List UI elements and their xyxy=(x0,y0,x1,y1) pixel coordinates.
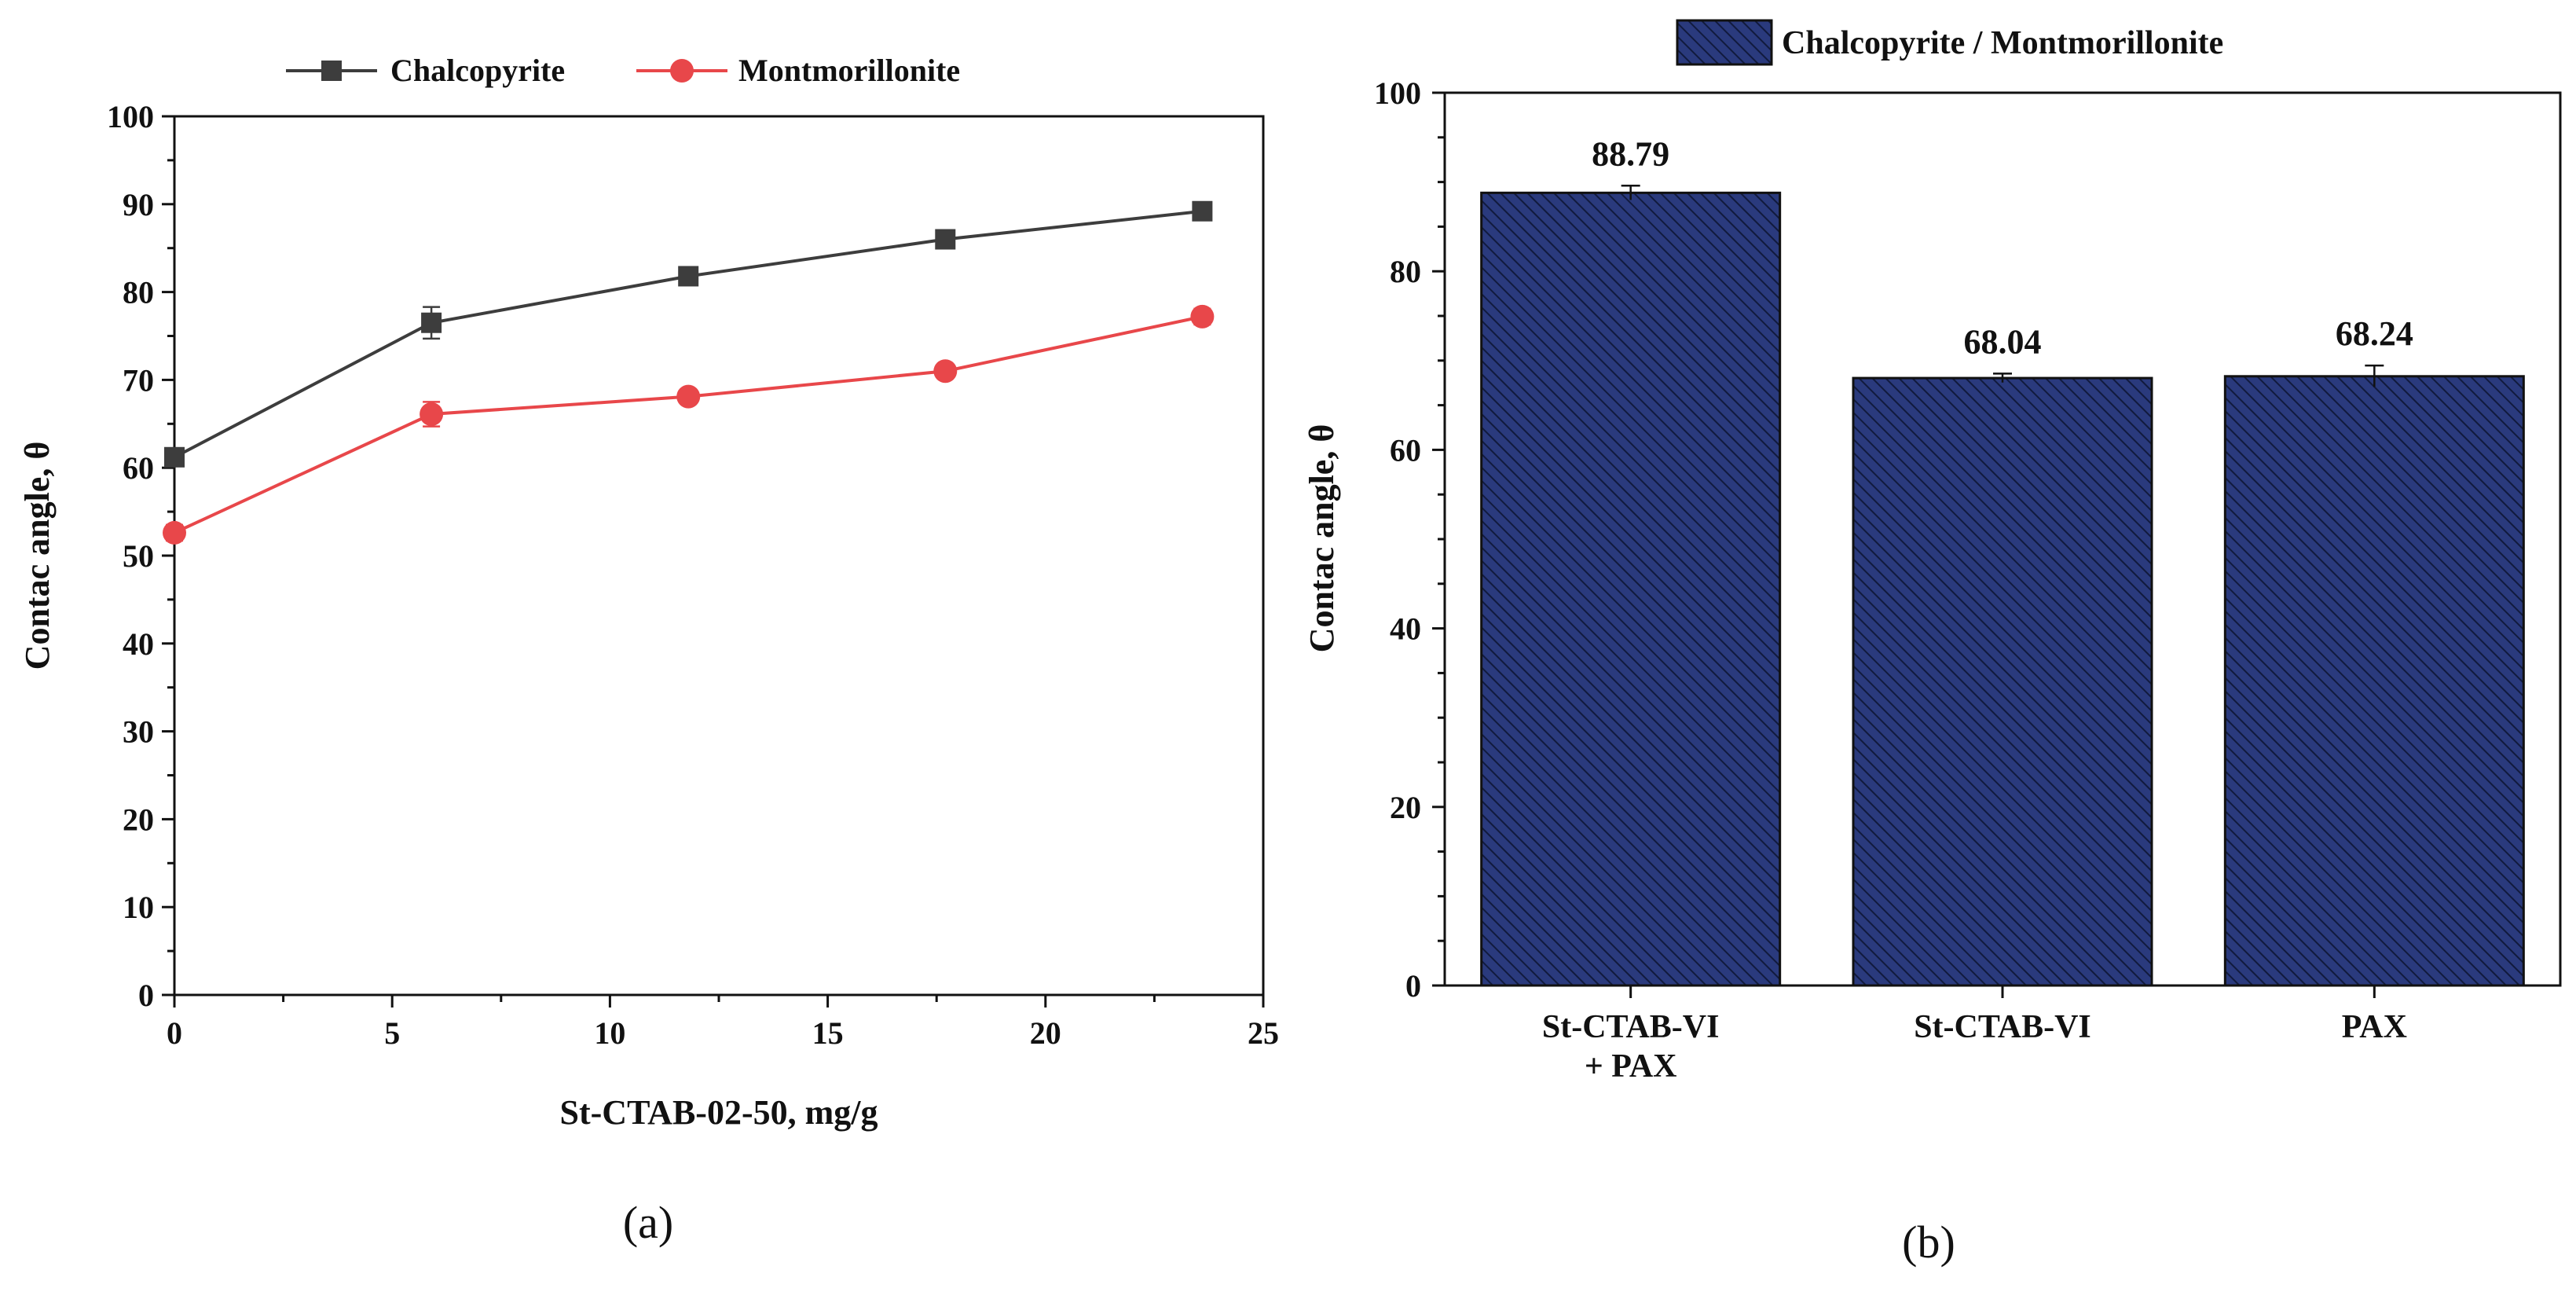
bar xyxy=(1480,191,1782,987)
y-axis: 0 10 20 30 40 50 60 70 80 90 100 xyxy=(107,99,174,1013)
x-axis-label: St-CTAB-02-50, mg/g xyxy=(560,1093,878,1132)
data-point-chalcopyrite xyxy=(421,312,442,333)
data-point-chalcopyrite xyxy=(1192,200,1213,222)
panel-label-a: (a) xyxy=(623,1197,673,1248)
data-point-montmorillonite xyxy=(163,520,186,545)
y-tick-label: 20 xyxy=(1390,790,1421,825)
y-tick-label: 70 xyxy=(123,362,154,398)
y-tick-label: 80 xyxy=(123,275,154,310)
y-tick-label: 100 xyxy=(1374,75,1421,111)
bar-chart-panel: Chalcopyrite / Montmorillonite 0 20 40 60 80… xyxy=(1303,19,2562,1268)
data-point-montmorillonite xyxy=(420,402,444,427)
y-axis-label: Contac angle, θ xyxy=(1303,424,1341,653)
series-line-montmorillonite xyxy=(174,314,1203,534)
x-tick-label: 20 xyxy=(1030,1015,1061,1051)
bar-value-label: 68.24 xyxy=(2336,314,2413,353)
y-tick-label: 50 xyxy=(123,538,154,574)
y-tick-label: 80 xyxy=(1390,254,1421,289)
y-tick-label: 0 xyxy=(138,978,154,1013)
x-tick-label: 5 xyxy=(384,1015,400,1051)
y-tick-label: 40 xyxy=(1390,611,1421,647)
y-tick-label: 100 xyxy=(107,99,154,134)
data-point-chalcopyrite xyxy=(935,229,956,250)
x-tick-label: St-CTAB-VI xyxy=(1542,1009,1720,1045)
y-tick-label: 90 xyxy=(123,187,154,222)
bar-value-label: 88.79 xyxy=(1592,134,1669,173)
legend-marker-chalcopyrite xyxy=(321,61,342,81)
legend: Chalcopyrite Montmorillonite xyxy=(286,53,960,88)
series-line-chalcopyrite xyxy=(174,209,1203,459)
y-axis: 0 20 40 60 80 100 xyxy=(1374,75,1445,1004)
legend-label-bar: Chalcopyrite / Montmorillonite xyxy=(1782,25,2223,61)
data-point-chalcopyrite xyxy=(678,266,699,287)
data-point-montmorillonite xyxy=(933,359,958,384)
x-tick-label: 15 xyxy=(812,1015,844,1051)
plot-frame xyxy=(173,115,1265,997)
legend-label-montmorillonite: Montmorillonite xyxy=(738,53,960,88)
y-tick-label: 60 xyxy=(1390,432,1421,468)
panel-label-b: (b) xyxy=(1902,1217,1955,1268)
legend-marker-montmorillonite xyxy=(670,59,694,83)
y-tick-label: 60 xyxy=(123,450,154,486)
bar xyxy=(2223,375,2525,987)
y-axis-label: Contac angle, θ xyxy=(18,442,57,670)
x-tick-label: PAX xyxy=(2342,1009,2407,1045)
x-tick-label: 0 xyxy=(167,1015,182,1051)
legend: Chalcopyrite / Montmorillonite xyxy=(1676,19,2223,66)
data-series xyxy=(163,200,1215,545)
bar xyxy=(1852,376,2153,987)
x-tick-label: + PAX xyxy=(1585,1048,1677,1085)
y-tick-label: 0 xyxy=(1405,968,1421,1004)
x-tick-label: St-CTAB-VI xyxy=(1914,1009,2091,1045)
y-tick-label: 10 xyxy=(123,890,154,925)
x-axis: 0 5 10 15 20 25 xyxy=(167,995,1279,1051)
data-point-montmorillonite xyxy=(1190,304,1215,329)
y-tick-label: 40 xyxy=(123,626,154,662)
bar-value-label: 68.04 xyxy=(1964,322,2042,361)
legend-label-chalcopyrite: Chalcopyrite xyxy=(390,53,565,88)
x-tick-label: 25 xyxy=(1248,1015,1279,1051)
legend-swatch-bar xyxy=(1676,19,1773,66)
x-tick-label: 10 xyxy=(594,1015,625,1051)
y-tick-label: 30 xyxy=(123,714,154,750)
line-chart-panel: Chalcopyrite Montmorillonite 01020304050… xyxy=(18,53,1279,1248)
y-tick-label: 20 xyxy=(123,802,154,837)
data-point-chalcopyrite xyxy=(164,446,185,468)
data-point-montmorillonite xyxy=(676,384,701,409)
bars: 88.79 68.04 68.24 xyxy=(1480,134,2525,987)
